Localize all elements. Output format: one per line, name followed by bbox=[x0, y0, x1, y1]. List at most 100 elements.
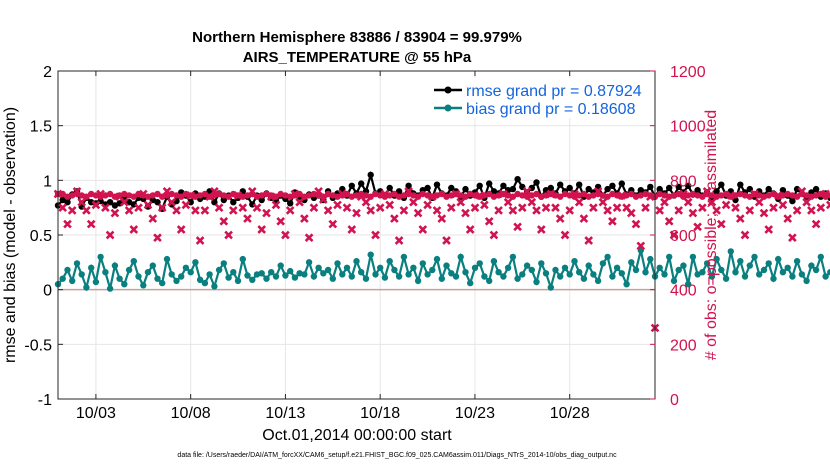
obs-assimilated-point bbox=[712, 206, 721, 215]
bias-point bbox=[604, 253, 611, 261]
obs-assimilated-point bbox=[797, 186, 807, 196]
obs-assimilated-point bbox=[740, 230, 750, 240]
obs-assimilated-point bbox=[707, 197, 717, 207]
chart-subtitle: AIRS_TEMPERATURE @ 55 hPa bbox=[243, 49, 472, 66]
bias-point bbox=[656, 264, 663, 271]
obs-assimilated-point bbox=[631, 219, 641, 229]
obs-assimilated-point bbox=[276, 216, 286, 226]
obs-assimilated-point bbox=[86, 219, 96, 229]
bias-point bbox=[244, 272, 251, 279]
obs-assimilated-point bbox=[745, 206, 755, 215]
obs-assimilated-point bbox=[503, 197, 513, 207]
bias-point bbox=[88, 264, 95, 271]
obs-assimilated-point bbox=[63, 219, 72, 229]
bias-point bbox=[552, 266, 559, 274]
bias-point bbox=[182, 264, 190, 271]
obs-assimilated-point bbox=[688, 208, 698, 218]
obs-assimilated-point bbox=[314, 186, 323, 196]
bias-point bbox=[324, 266, 332, 274]
obs-assimilated-point bbox=[584, 236, 594, 245]
obs-assimilated-point bbox=[172, 206, 181, 215]
obs-assimilated-point bbox=[465, 225, 475, 234]
bias-point bbox=[201, 279, 209, 287]
bias-point bbox=[628, 259, 635, 266]
bias-point bbox=[192, 259, 199, 266]
obs-assimilated-point bbox=[266, 192, 276, 202]
rmse-point bbox=[59, 196, 66, 204]
y-right-tick-label: 400 bbox=[670, 283, 697, 300]
bias-point bbox=[149, 262, 156, 269]
bias-point bbox=[130, 258, 137, 265]
obs-assimilated-point bbox=[494, 206, 503, 215]
rmse-point bbox=[533, 179, 540, 186]
rmse-point bbox=[737, 181, 744, 188]
bias-point bbox=[59, 275, 66, 282]
bias-point bbox=[613, 264, 621, 271]
bias-point bbox=[448, 270, 455, 277]
bias-point bbox=[125, 266, 133, 274]
obs-possible-point bbox=[367, 193, 374, 200]
obs-assimilated-point bbox=[489, 230, 499, 240]
bias-point bbox=[196, 276, 204, 283]
bias-point bbox=[779, 269, 787, 276]
bias-point bbox=[467, 279, 474, 287]
bias-point bbox=[277, 262, 284, 269]
legend-box bbox=[430, 78, 652, 118]
bias-point bbox=[433, 255, 441, 263]
bias-point bbox=[234, 277, 242, 285]
obs-possible-point bbox=[467, 190, 474, 198]
bias-point bbox=[329, 275, 336, 282]
bias-point bbox=[718, 266, 725, 274]
axes-group: -1 -0.5 0 0.5 1 1.5 2 0 200 400 600 800 1000 1200 10/0… bbox=[24, 64, 705, 422]
obs-assimilated-point bbox=[134, 203, 143, 213]
obs-assimilated-point bbox=[323, 206, 333, 215]
bias-point bbox=[699, 269, 706, 276]
obs-assimilated-point bbox=[593, 186, 603, 196]
rmse-point bbox=[585, 185, 592, 193]
rmse-point bbox=[230, 199, 237, 206]
rmse-point bbox=[718, 181, 725, 188]
rmse-point bbox=[675, 183, 682, 191]
obs-assimilated-point bbox=[191, 206, 200, 215]
y-tick-label: 0.5 bbox=[30, 228, 52, 245]
bias-point bbox=[557, 273, 564, 280]
obs-assimilated-point bbox=[167, 197, 177, 207]
obs-assimilated-point bbox=[551, 203, 560, 213]
obs-assimilated-point bbox=[352, 208, 361, 218]
obs-assimilated-point bbox=[517, 203, 527, 213]
bias-point bbox=[159, 279, 166, 287]
y-tick-label: 2 bbox=[43, 64, 52, 81]
obs-assimilated-point bbox=[432, 206, 442, 215]
obs-possible-point bbox=[666, 193, 673, 200]
obs-assimilated-point bbox=[318, 195, 328, 204]
bias-point bbox=[305, 259, 313, 266]
y-tick-label: 1 bbox=[43, 173, 52, 190]
obs-assimilated-point bbox=[579, 214, 589, 223]
obs-assimilated-point bbox=[257, 225, 267, 234]
obs-possible-point bbox=[632, 193, 640, 200]
x-tick-label: 10/18 bbox=[360, 405, 400, 422]
bias-point bbox=[547, 284, 554, 291]
rmse-point bbox=[789, 197, 796, 205]
obs-assimilated-point bbox=[300, 214, 309, 223]
bias-point bbox=[358, 269, 365, 276]
rmse-point bbox=[647, 183, 654, 191]
obs-possible-point bbox=[168, 190, 175, 198]
rmse-point bbox=[618, 180, 625, 187]
obs-assimilated-point bbox=[816, 203, 826, 213]
bias-point bbox=[694, 271, 701, 278]
obs-assimilated-point bbox=[437, 214, 447, 223]
bias-point bbox=[722, 275, 730, 282]
x-tick-label: 10/03 bbox=[76, 405, 116, 422]
obs-assimilated-point bbox=[626, 208, 636, 218]
obs-assimilated-point bbox=[418, 225, 428, 234]
obs-assimilated-point bbox=[413, 208, 423, 218]
obs-assimilated-point bbox=[342, 203, 352, 213]
obs-assimilated-point bbox=[788, 233, 797, 243]
bias-point bbox=[528, 266, 535, 274]
bias-point bbox=[178, 273, 185, 280]
obs-assimilated-point bbox=[337, 189, 347, 199]
obs-possible-point bbox=[196, 192, 204, 199]
obs-assimilated-point bbox=[390, 214, 399, 223]
obs-assimilated-point bbox=[821, 189, 830, 199]
